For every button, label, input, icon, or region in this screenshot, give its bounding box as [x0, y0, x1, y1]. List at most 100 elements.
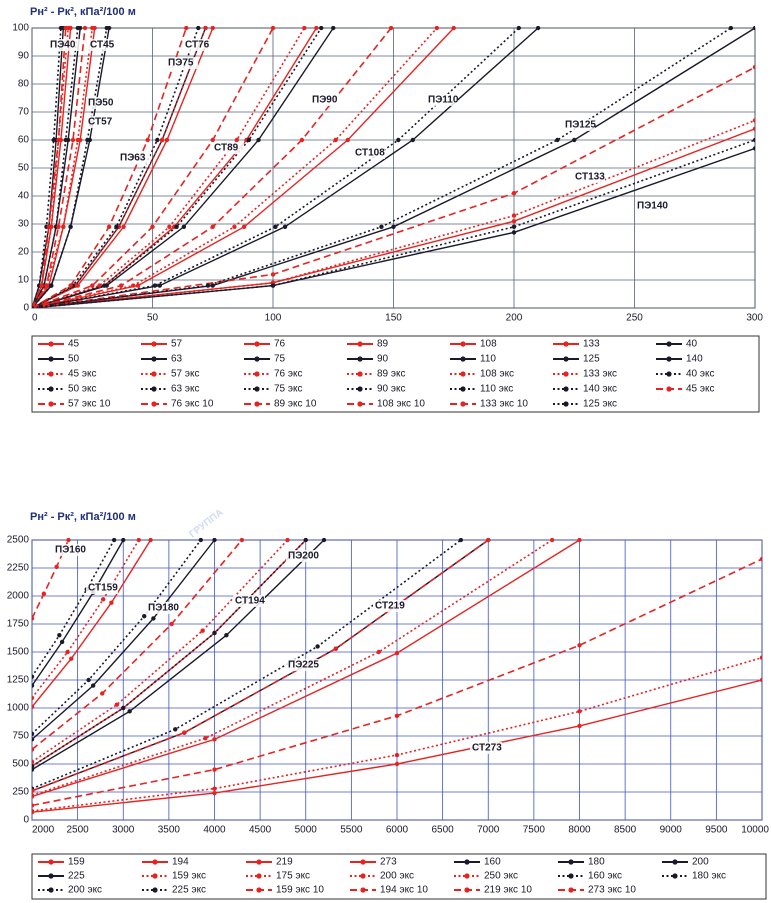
- x-tick-label: 9000: [660, 825, 683, 836]
- legend-marker: [464, 887, 470, 893]
- data-point: [68, 224, 73, 229]
- data-point: [511, 219, 517, 224]
- data-point: [56, 224, 61, 229]
- legend-label: 108 экс: [480, 369, 514, 380]
- annotation-bg: [212, 142, 244, 154]
- data-point: [759, 556, 762, 562]
- y-tick-label: 1500: [7, 647, 30, 658]
- data-point: [181, 224, 187, 229]
- legend-label: 194 экс 10: [380, 885, 428, 896]
- annotation-bg: [166, 57, 198, 69]
- data-point: [451, 26, 456, 31]
- data-point: [114, 224, 119, 229]
- data-point: [203, 736, 208, 741]
- data-point: [142, 613, 147, 619]
- annotation: ПЭ160: [55, 545, 86, 556]
- legend-marker: [48, 887, 54, 893]
- data-point: [32, 793, 35, 798]
- data-point: [111, 538, 117, 543]
- data-point: [32, 803, 35, 808]
- data-point: [86, 677, 91, 683]
- legend-label: 194: [172, 857, 189, 868]
- legend-marker: [151, 356, 157, 362]
- annotation: СТ57: [88, 117, 113, 128]
- data-point: [232, 224, 237, 229]
- data-point: [394, 650, 400, 656]
- data-point: [145, 137, 150, 143]
- annotation-bg: [573, 171, 605, 183]
- data-point: [131, 283, 136, 288]
- legend-marker: [357, 371, 363, 377]
- data-point: [210, 224, 215, 229]
- data-point: [75, 26, 80, 31]
- x-tick-label: 2500: [67, 825, 90, 836]
- series-line: [32, 539, 580, 798]
- data-point: [752, 126, 755, 131]
- legend-label: 89 экс 10: [274, 399, 317, 410]
- legend-label: 160 экс: [588, 871, 622, 882]
- data-point: [270, 26, 276, 31]
- legend-label: 63 экс: [171, 384, 200, 395]
- x-tick-label: 3500: [158, 825, 181, 836]
- legend-marker: [151, 386, 157, 392]
- legend-label: 57 экс: [171, 369, 200, 380]
- legend-label: 250 экс: [484, 871, 518, 882]
- annotation: СТ45: [90, 40, 115, 51]
- y-tick-label: 0: [23, 815, 29, 826]
- legend-marker: [357, 386, 363, 392]
- x-tick-label: 6500: [432, 825, 455, 836]
- legend-marker: [152, 859, 158, 865]
- legend-label: 200: [692, 857, 709, 868]
- legend-marker: [666, 386, 672, 392]
- data-point: [121, 705, 126, 711]
- data-point: [32, 695, 35, 701]
- data-point: [90, 283, 95, 288]
- legend-label: 125 экс: [583, 399, 617, 410]
- data-point: [44, 283, 49, 288]
- data-point: [155, 137, 160, 143]
- legend-marker: [464, 859, 470, 865]
- series-line: [32, 128, 755, 308]
- data-point: [205, 283, 211, 288]
- y-tick-label: 50: [18, 163, 30, 174]
- legend-marker: [360, 873, 366, 879]
- legend-marker: [48, 371, 54, 377]
- y-tick-label: 40: [18, 191, 30, 202]
- annotation: ПЭ180: [148, 603, 179, 614]
- legend-marker: [666, 341, 672, 347]
- series-line: [32, 539, 152, 708]
- annotation: СТ159: [88, 583, 118, 594]
- y-tick-label: 0: [23, 303, 29, 314]
- legend-label: 160: [484, 857, 501, 868]
- data-point: [256, 137, 261, 143]
- legend-marker: [48, 341, 54, 347]
- data-point: [100, 597, 106, 602]
- data-point: [65, 649, 70, 655]
- x-tick-label: 0: [32, 313, 38, 324]
- legend-label: 76: [274, 339, 286, 350]
- data-point: [69, 656, 74, 661]
- data-point: [212, 538, 217, 543]
- legend-label: 75 экс: [274, 384, 303, 395]
- y-tick-label: 1750: [7, 619, 30, 630]
- legend-marker: [563, 371, 569, 377]
- data-point: [212, 790, 217, 796]
- legend-label: 57: [171, 339, 183, 350]
- data-point: [70, 137, 76, 143]
- annotation: ПЭ110: [428, 95, 459, 106]
- data-point: [135, 283, 141, 288]
- data-point: [555, 137, 560, 143]
- data-point: [458, 538, 464, 543]
- data-point: [333, 646, 339, 651]
- series-group: [32, 26, 755, 308]
- data-point: [32, 737, 35, 742]
- annotation: ПЭ50: [88, 98, 114, 109]
- legend-label: 50 экс: [68, 384, 97, 395]
- legend-label: 159 экс 10: [276, 885, 324, 896]
- legend-marker: [563, 386, 569, 392]
- legend-label: 45: [68, 339, 80, 350]
- data-point: [32, 759, 35, 764]
- legend-marker: [48, 873, 54, 879]
